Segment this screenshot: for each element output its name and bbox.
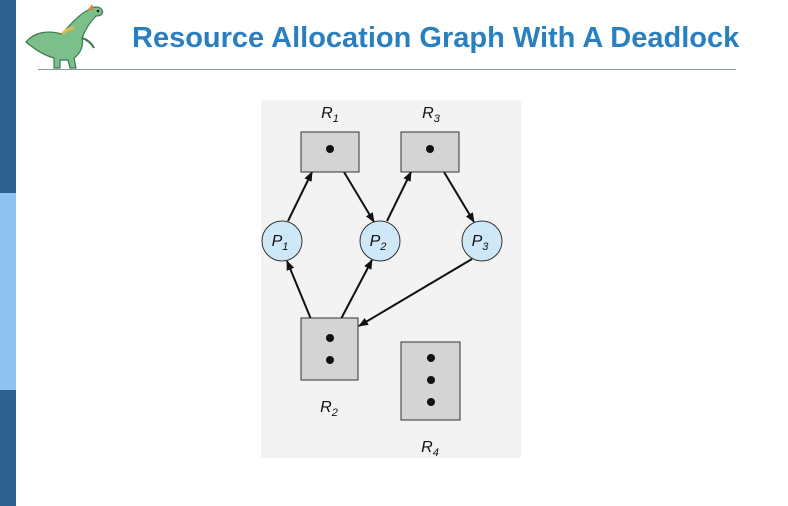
process-p3: P3	[461, 220, 503, 262]
processes-layer: P1 P2 P3	[261, 220, 503, 262]
resource-instance-dot	[426, 145, 434, 153]
resource-label-r4: R4	[421, 439, 439, 458]
resource-r4	[400, 341, 461, 421]
resource-instance-dot	[427, 376, 435, 384]
resource-r2	[300, 317, 359, 381]
process-node	[359, 220, 401, 262]
graph-canvas: P1 P2 P3 R1 R2 R3 R4	[261, 105, 503, 458]
dinosaur-icon	[25, 4, 104, 69]
resource-allocation-graph: P1 P2 P3 R1 R2 R3 R4	[261, 100, 521, 458]
labels-layer: R1 R2 R3 R4	[320, 105, 441, 458]
resource-label-r1: R1	[321, 105, 339, 125]
process-p1: P1	[261, 220, 303, 262]
resource-label-r3: R3	[422, 105, 441, 125]
resource-instance-dot	[427, 354, 435, 362]
resource-box	[300, 317, 359, 381]
process-node	[261, 220, 303, 262]
sidebar-stripe-bottom	[0, 390, 16, 506]
process-p2: P2	[359, 220, 401, 262]
sidebar-stripe-top	[0, 0, 16, 193]
resource-instance-dot	[326, 145, 334, 153]
process-label-p2: P2	[370, 233, 387, 253]
title-divider	[38, 69, 736, 70]
process-label-p3: P3	[472, 233, 490, 253]
resource-label-r2: R2	[320, 399, 338, 419]
process-label-p1: P1	[272, 233, 289, 253]
edge-p1-to-r1	[287, 171, 313, 222]
resource-instance-dot	[326, 334, 334, 342]
resource-instance-dot	[427, 398, 435, 406]
resources-layer	[300, 131, 461, 421]
edge-p2-to-r3	[386, 171, 412, 222]
process-node	[461, 220, 503, 262]
resource-r1	[300, 131, 360, 173]
resource-instance-dot	[326, 356, 334, 364]
edge-p3-to-r2	[358, 258, 473, 327]
resource-r3	[400, 131, 460, 173]
sidebar-stripe-middle	[0, 193, 16, 390]
slide-title: Resource Allocation Graph With A Deadloc…	[132, 22, 740, 54]
